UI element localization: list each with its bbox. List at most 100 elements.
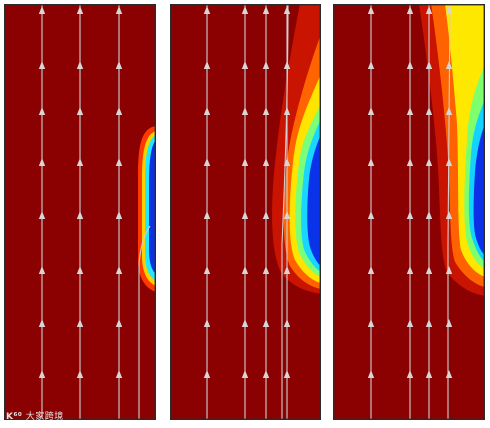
flow-arrow-icon: [203, 211, 211, 219]
flow-arrow-icon: [262, 211, 270, 219]
flow-arrow-icon: [38, 370, 46, 378]
flow-arrow-icon: [367, 61, 375, 69]
flow-arrow-icon: [425, 370, 433, 378]
flow-arrow-icon: [115, 6, 123, 14]
flow-arrow-icon: [241, 370, 249, 378]
flow-arrow-icon: [406, 319, 414, 327]
plume-blue: [473, 124, 485, 255]
flow-arrow-icon: [283, 61, 291, 69]
field-panel-3: [333, 4, 485, 420]
flow-arrow-icon: [38, 319, 46, 327]
flow-arrow-icon: [283, 370, 291, 378]
flow-arrow-icon: [425, 158, 433, 166]
flow-arrow-icon: [367, 370, 375, 378]
flow-arrow-icon: [76, 61, 84, 69]
flow-arrow-icon: [262, 6, 270, 14]
flow-arrow-icon: [203, 370, 211, 378]
flow-arrow-icon: [38, 107, 46, 115]
flow-arrow-icon: [367, 6, 375, 14]
watermark-text: 大家跨境: [25, 412, 64, 422]
plume-blue: [307, 134, 321, 266]
flow-arrow-icon: [425, 319, 433, 327]
flow-arrow-icon: [76, 107, 84, 115]
flow-arrow-icon: [445, 266, 453, 274]
flow-arrow-icon: [241, 6, 249, 14]
flow-arrows: [203, 6, 291, 378]
flow-arrow-icon: [203, 107, 211, 115]
flow-arrow-icon: [283, 6, 291, 14]
flow-arrow-icon: [445, 6, 453, 14]
flow-arrow-icon: [406, 211, 414, 219]
flow-arrow-icon: [241, 61, 249, 69]
flow-arrow-icon: [445, 61, 453, 69]
panel-frame: [4, 4, 156, 420]
flow-arrow-icon: [406, 158, 414, 166]
flow-arrow-icon: [283, 319, 291, 327]
flow-arrow-icon: [425, 6, 433, 14]
flow-arrow-icon: [241, 158, 249, 166]
flow-arrow-icon: [406, 6, 414, 14]
flow-arrow-icon: [406, 370, 414, 378]
flow-arrow-icon: [38, 211, 46, 219]
watermark: K⁶⁰ 大家跨境: [6, 409, 64, 422]
flow-arrow-icon: [262, 266, 270, 274]
flow-arrow-icon: [115, 319, 123, 327]
panel-frame: [170, 4, 321, 420]
flow-arrow-icon: [283, 107, 291, 115]
flow-arrow-icon: [445, 211, 453, 219]
flow-arrow-icon: [367, 107, 375, 115]
flow-arrow-icon: [38, 6, 46, 14]
flow-arrow-icon: [115, 158, 123, 166]
flow-arrow-icon: [115, 370, 123, 378]
flow-arrow-icon: [425, 211, 433, 219]
flow-arrow-icon: [38, 61, 46, 69]
flow-arrow-icon: [283, 266, 291, 274]
flow-arrow-icon: [262, 61, 270, 69]
flow-arrows: [38, 6, 123, 378]
flow-arrow-icon: [76, 266, 84, 274]
flow-arrow-icon: [262, 107, 270, 115]
flow-arrow-icon: [445, 158, 453, 166]
flow-arrow-icon: [406, 107, 414, 115]
flow-arrow-icon: [203, 319, 211, 327]
flow-arrow-icon: [425, 107, 433, 115]
flow-arrow-icon: [241, 266, 249, 274]
flow-arrow-icon: [367, 266, 375, 274]
flow-arrow-icon: [76, 158, 84, 166]
flow-arrow-icon: [367, 211, 375, 219]
flow-arrow-icon: [76, 6, 84, 14]
flow-arrow-icon: [203, 266, 211, 274]
flow-arrow-icon: [406, 266, 414, 274]
flow-arrow-icon: [241, 319, 249, 327]
flow-arrow-icon: [283, 211, 291, 219]
flow-arrow-icon: [262, 370, 270, 378]
flow-arrow-icon: [203, 158, 211, 166]
flow-arrow-icon: [241, 107, 249, 115]
panel-frame: [333, 4, 485, 420]
watermark-logo: K⁶⁰: [6, 412, 23, 422]
flow-arrow-icon: [115, 61, 123, 69]
flow-arrow-icon: [445, 370, 453, 378]
flow-arrow-icon: [445, 319, 453, 327]
flow-arrow-icon: [115, 107, 123, 115]
field-panel-2: [170, 4, 321, 420]
flow-arrow-icon: [367, 319, 375, 327]
flow-arrow-icon: [76, 319, 84, 327]
flow-arrow-icon: [262, 319, 270, 327]
flow-arrow-icon: [241, 211, 249, 219]
flow-arrow-icon: [367, 158, 375, 166]
flow-arrow-icon: [115, 211, 123, 219]
flow-arrow-icon: [38, 266, 46, 274]
flow-arrow-icon: [425, 61, 433, 69]
flow-arrow-icon: [76, 370, 84, 378]
flow-arrow-icon: [262, 158, 270, 166]
flow-arrow-icon: [445, 107, 453, 115]
field-panel-1: [4, 4, 156, 420]
flow-arrow-icon: [283, 158, 291, 166]
flow-arrow-icon: [406, 61, 414, 69]
flow-arrow-icon: [76, 211, 84, 219]
flow-arrow-icon: [115, 266, 123, 274]
flow-arrow-icon: [425, 266, 433, 274]
flow-arrow-icon: [203, 6, 211, 14]
flow-arrow-icon: [38, 158, 46, 166]
